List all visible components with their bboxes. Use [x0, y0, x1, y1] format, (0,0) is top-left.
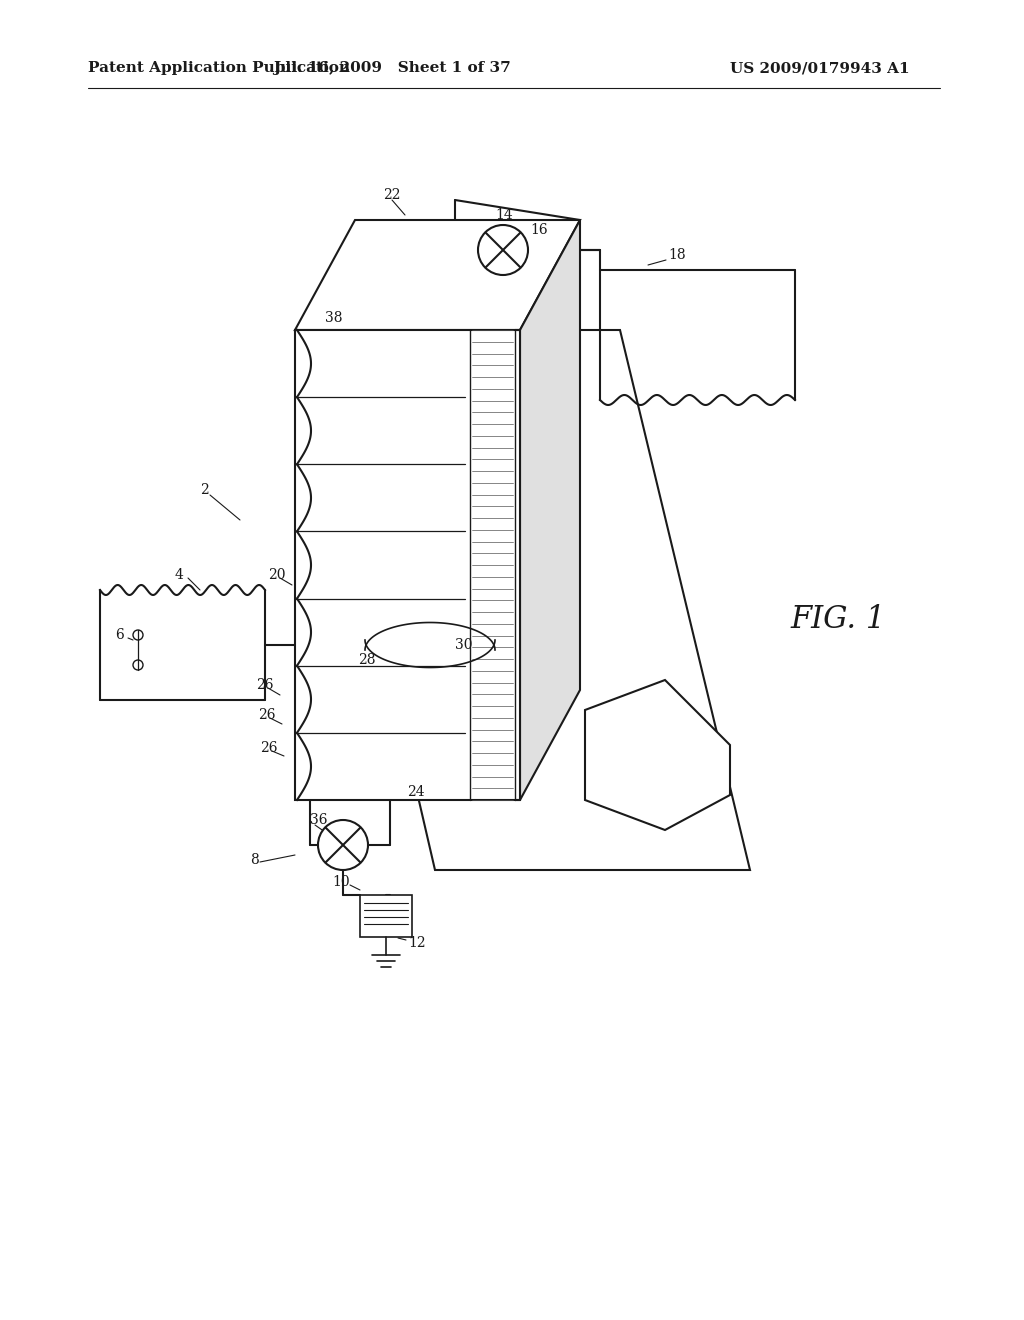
- Circle shape: [133, 660, 143, 671]
- Text: 26: 26: [258, 708, 275, 722]
- Polygon shape: [295, 220, 580, 330]
- Text: 36: 36: [310, 813, 328, 828]
- Text: FIG. 1: FIG. 1: [790, 605, 886, 635]
- Polygon shape: [585, 680, 730, 830]
- Circle shape: [318, 820, 368, 870]
- Polygon shape: [520, 220, 580, 800]
- Text: 26: 26: [256, 678, 273, 692]
- Text: 16: 16: [530, 223, 548, 238]
- Circle shape: [133, 630, 143, 640]
- Text: 10: 10: [332, 875, 349, 888]
- Polygon shape: [310, 330, 750, 870]
- Text: 8: 8: [250, 853, 259, 867]
- Text: 22: 22: [383, 187, 400, 202]
- Text: Jul. 16, 2009   Sheet 1 of 37: Jul. 16, 2009 Sheet 1 of 37: [273, 61, 511, 75]
- Text: 4: 4: [175, 568, 184, 582]
- Text: 30: 30: [455, 638, 472, 652]
- Text: 12: 12: [408, 936, 426, 950]
- Text: 24: 24: [407, 785, 425, 799]
- Text: 18: 18: [668, 248, 686, 261]
- Text: 26: 26: [260, 741, 278, 755]
- Text: Patent Application Publication: Patent Application Publication: [88, 61, 350, 75]
- Text: US 2009/0179943 A1: US 2009/0179943 A1: [730, 61, 909, 75]
- Circle shape: [478, 224, 528, 275]
- Polygon shape: [295, 330, 520, 800]
- Text: 38: 38: [325, 312, 342, 325]
- Text: 28: 28: [358, 653, 376, 667]
- Text: 6: 6: [115, 628, 124, 642]
- Text: 20: 20: [268, 568, 286, 582]
- Text: 14: 14: [495, 209, 513, 222]
- Polygon shape: [360, 895, 412, 937]
- Text: 2: 2: [200, 483, 209, 498]
